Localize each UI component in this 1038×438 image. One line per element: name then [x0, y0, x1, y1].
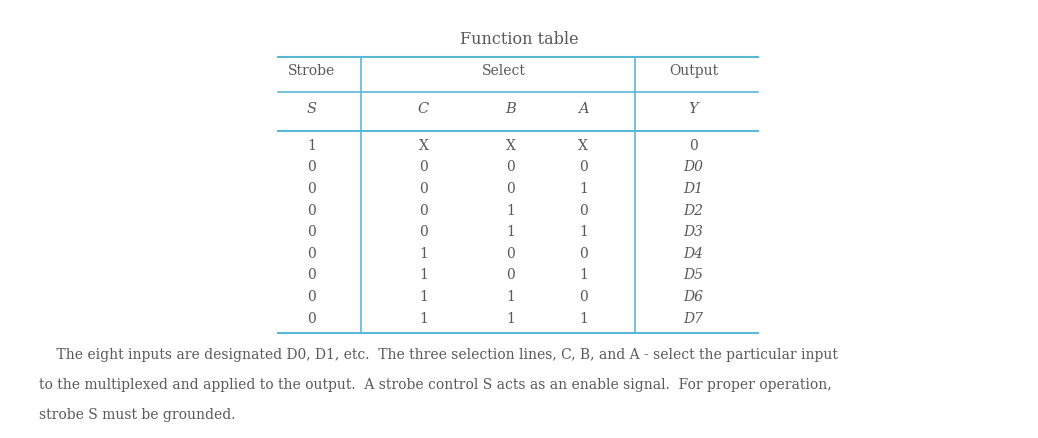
- Text: 1: 1: [579, 311, 588, 325]
- Text: 1: 1: [507, 311, 515, 325]
- Text: 0: 0: [307, 311, 316, 325]
- Text: X: X: [418, 139, 429, 153]
- Text: D3: D3: [683, 225, 704, 239]
- Text: 1: 1: [419, 311, 428, 325]
- Text: 0: 0: [307, 247, 316, 261]
- Text: D5: D5: [683, 268, 704, 283]
- Text: to the multiplexed and applied to the output.  A strobe control S acts as an ena: to the multiplexed and applied to the ou…: [39, 378, 832, 392]
- Text: 0: 0: [507, 268, 515, 283]
- Text: 1: 1: [419, 290, 428, 304]
- Text: 0: 0: [419, 182, 428, 196]
- Text: D4: D4: [683, 247, 704, 261]
- Text: D7: D7: [683, 311, 704, 325]
- Text: 1: 1: [507, 204, 515, 218]
- Text: 1: 1: [579, 182, 588, 196]
- Text: 0: 0: [579, 160, 588, 174]
- Text: strobe S must be grounded.: strobe S must be grounded.: [39, 408, 236, 422]
- Text: B: B: [506, 102, 516, 116]
- Text: 0: 0: [689, 139, 698, 153]
- Text: 0: 0: [307, 204, 316, 218]
- Text: 0: 0: [579, 204, 588, 218]
- Text: 0: 0: [507, 160, 515, 174]
- Text: X: X: [506, 139, 516, 153]
- Text: 0: 0: [307, 268, 316, 283]
- Text: X: X: [578, 139, 589, 153]
- Text: 0: 0: [307, 290, 316, 304]
- Text: 0: 0: [507, 247, 515, 261]
- Text: 1: 1: [579, 268, 588, 283]
- Text: 1: 1: [507, 225, 515, 239]
- Text: 0: 0: [307, 182, 316, 196]
- Text: Y: Y: [688, 102, 699, 116]
- Text: D1: D1: [683, 182, 704, 196]
- Text: 0: 0: [307, 225, 316, 239]
- Text: D2: D2: [683, 204, 704, 218]
- Text: The eight inputs are designated D0, D1, etc.  The three selection lines, C, B, a: The eight inputs are designated D0, D1, …: [39, 348, 839, 362]
- Text: 0: 0: [419, 160, 428, 174]
- Text: S: S: [306, 102, 317, 116]
- Text: D6: D6: [683, 290, 704, 304]
- Text: D0: D0: [683, 160, 704, 174]
- Text: A: A: [578, 102, 589, 116]
- Text: 0: 0: [419, 204, 428, 218]
- Text: Select: Select: [482, 64, 525, 78]
- Text: 1: 1: [579, 225, 588, 239]
- Text: 0: 0: [507, 182, 515, 196]
- Text: 1: 1: [307, 139, 316, 153]
- Text: 1: 1: [419, 247, 428, 261]
- Text: Strobe: Strobe: [288, 64, 335, 78]
- Text: 0: 0: [579, 290, 588, 304]
- Text: 1: 1: [419, 268, 428, 283]
- Text: Function table: Function table: [460, 31, 578, 48]
- Text: 0: 0: [579, 247, 588, 261]
- Text: 1: 1: [507, 290, 515, 304]
- Text: Output: Output: [668, 64, 718, 78]
- Text: C: C: [418, 102, 429, 116]
- Text: 0: 0: [419, 225, 428, 239]
- Text: 0: 0: [307, 160, 316, 174]
